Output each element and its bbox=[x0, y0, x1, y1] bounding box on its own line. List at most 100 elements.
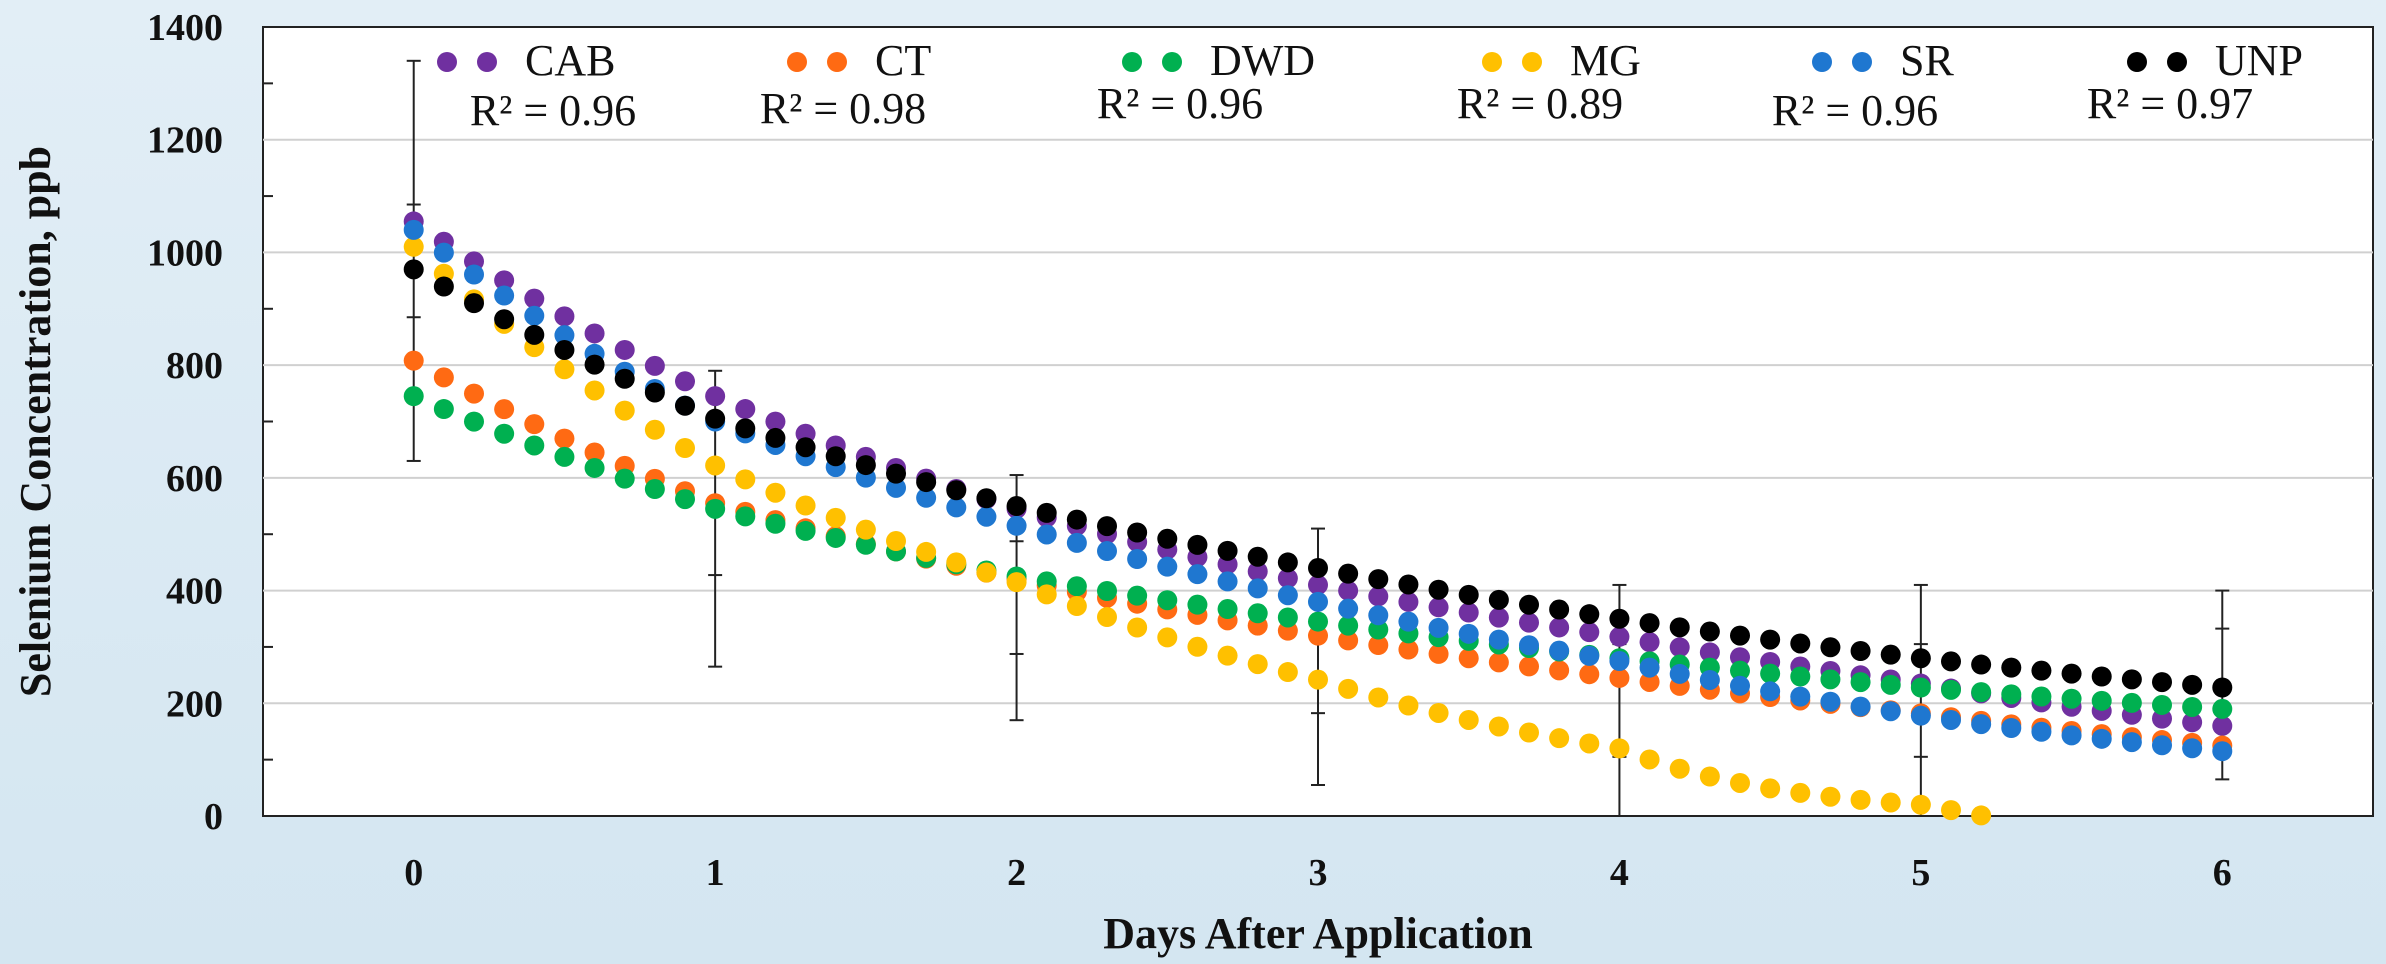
data-point bbox=[1277, 607, 1298, 628]
data-point bbox=[1488, 716, 1509, 737]
data-point bbox=[1910, 677, 1931, 698]
x-tick-label: 2 bbox=[1007, 852, 1026, 894]
data-point bbox=[976, 488, 997, 509]
data-point bbox=[1850, 696, 1871, 717]
data-point bbox=[916, 472, 937, 493]
data-point bbox=[494, 399, 515, 420]
legend-label: DWD bbox=[1210, 36, 1315, 85]
data-point bbox=[1850, 640, 1871, 661]
data-point bbox=[1639, 632, 1660, 653]
data-point bbox=[1338, 678, 1359, 699]
data-point bbox=[1488, 629, 1509, 650]
data-point bbox=[1760, 778, 1781, 799]
data-point bbox=[403, 386, 424, 407]
data-point bbox=[1910, 794, 1931, 815]
data-point bbox=[464, 264, 484, 285]
r2-label: R² = 0.96 bbox=[1772, 86, 1938, 135]
data-point bbox=[1730, 675, 1750, 696]
data-point bbox=[1730, 625, 1750, 646]
data-point bbox=[1338, 615, 1359, 636]
data-point bbox=[584, 442, 605, 463]
legend-marker bbox=[477, 52, 497, 72]
data-point bbox=[1579, 645, 1600, 666]
data-point bbox=[1549, 599, 1570, 620]
data-point bbox=[795, 520, 816, 541]
data-point bbox=[1127, 585, 1148, 606]
data-point bbox=[1820, 786, 1841, 807]
data-point bbox=[1941, 709, 1961, 730]
data-point bbox=[1398, 591, 1419, 612]
data-point bbox=[433, 367, 454, 388]
data-point bbox=[1549, 617, 1570, 638]
data-point bbox=[1217, 540, 1238, 561]
data-point bbox=[1097, 607, 1117, 628]
data-point bbox=[1880, 701, 1901, 722]
data-point bbox=[1488, 607, 1509, 628]
data-point bbox=[1247, 603, 1268, 624]
data-point bbox=[675, 438, 695, 459]
data-point bbox=[1127, 548, 1148, 569]
data-point bbox=[1187, 594, 1208, 615]
r2-label: R² = 0.97 bbox=[2087, 79, 2253, 128]
legend-label: CT bbox=[875, 36, 931, 85]
y-tick-label: 400 bbox=[166, 571, 223, 613]
data-point bbox=[705, 408, 726, 429]
gridlines bbox=[263, 138, 2373, 705]
x-tick-labels: 0 1 2 3 4 5 6 bbox=[404, 852, 2232, 894]
data-point bbox=[1308, 611, 1328, 632]
data-point bbox=[2152, 735, 2172, 756]
data-point bbox=[1699, 669, 1720, 690]
x-tick-label: 5 bbox=[1911, 852, 1930, 894]
data-point bbox=[2061, 725, 2082, 746]
data-point bbox=[675, 371, 695, 392]
legend-marker bbox=[1522, 52, 1542, 72]
data-point bbox=[1368, 687, 1389, 708]
data-point bbox=[1820, 691, 1841, 712]
data-point bbox=[1127, 617, 1148, 638]
data-point bbox=[1488, 652, 1509, 673]
data-point bbox=[494, 285, 515, 306]
data-point bbox=[1428, 643, 1449, 664]
data-point bbox=[1247, 561, 1268, 582]
data-point bbox=[1609, 667, 1630, 688]
data-point bbox=[1609, 738, 1630, 759]
data-point bbox=[795, 437, 816, 458]
data-point bbox=[1639, 749, 1660, 770]
data-point bbox=[2212, 741, 2233, 762]
data-point bbox=[464, 383, 484, 404]
data-point bbox=[2182, 674, 2203, 695]
data-point bbox=[644, 479, 665, 500]
data-point bbox=[433, 276, 454, 297]
data-point bbox=[1850, 789, 1871, 810]
data-point bbox=[433, 399, 454, 420]
data-point bbox=[494, 270, 515, 291]
data-point bbox=[1097, 541, 1117, 562]
data-point bbox=[675, 489, 695, 510]
data-point bbox=[886, 531, 906, 552]
x-tick-label: 1 bbox=[706, 852, 725, 894]
data-point bbox=[1730, 772, 1750, 793]
data-point bbox=[2212, 715, 2233, 736]
data-point bbox=[1790, 782, 1811, 803]
data-point bbox=[1247, 546, 1268, 567]
data-point bbox=[1910, 648, 1931, 669]
data-point bbox=[765, 427, 786, 448]
data-point bbox=[1760, 663, 1781, 684]
legend-label: UNP bbox=[2215, 36, 2303, 85]
legend-marker bbox=[437, 52, 457, 72]
data-point bbox=[735, 506, 756, 527]
data-point bbox=[1941, 800, 1961, 821]
data-point bbox=[1398, 695, 1419, 716]
data-point bbox=[1006, 572, 1027, 593]
legend-marker bbox=[1852, 52, 1872, 72]
data-point bbox=[464, 411, 484, 432]
data-point bbox=[1699, 766, 1720, 787]
data-point bbox=[855, 534, 876, 555]
data-point bbox=[1669, 758, 1690, 779]
data-point bbox=[1428, 579, 1449, 600]
data-point bbox=[644, 419, 665, 440]
data-point bbox=[1669, 663, 1690, 684]
